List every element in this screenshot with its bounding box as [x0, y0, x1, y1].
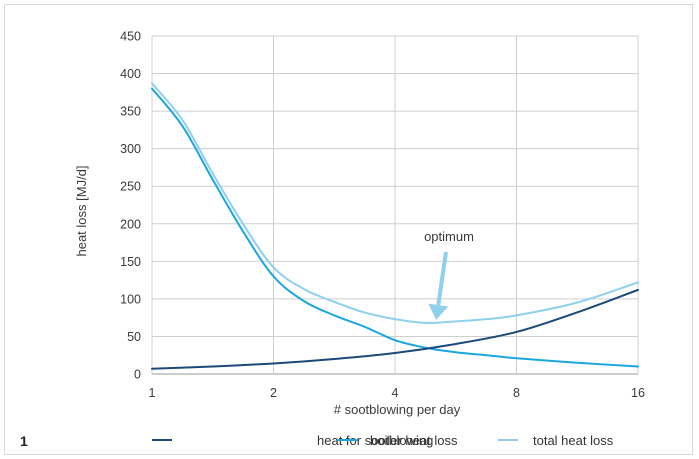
x-tick-label: 2 [270, 386, 277, 400]
x-tick-label: 1 [149, 386, 156, 400]
optimum-annotation: optimum [424, 229, 474, 320]
y-axis-label: heat loss [MJ/d] [74, 165, 89, 256]
x-tick-label: 4 [392, 386, 399, 400]
legend-label-3: total heat loss [533, 433, 614, 448]
x-tick-label: 16 [631, 386, 645, 400]
y-tick-label: 350 [120, 105, 141, 119]
grid [151, 35, 639, 375]
y-tick-label: 450 [120, 30, 141, 44]
y-tick-label: 50 [127, 330, 141, 344]
legend-label-2: boiler heat loss [370, 433, 458, 448]
y-tick-label: 400 [120, 67, 141, 81]
annotation-arrow-shaft [436, 251, 448, 306]
x-tick-labels: 1 2 4 8 16 [149, 386, 645, 400]
y-tick-label: 100 [120, 292, 141, 306]
annotation-arrow-head [428, 303, 449, 320]
annotation-label: optimum [424, 229, 474, 244]
chart-frame [4, 4, 693, 455]
x-tick-label: 8 [513, 386, 520, 400]
series-line-2 [151, 87, 639, 368]
y-tick-label: 250 [120, 180, 141, 194]
series-lines [151, 82, 639, 370]
y-tick-label: 300 [120, 142, 141, 156]
series-line-3 [151, 82, 639, 324]
y-tick-labels: 0 50 100 150 200 250 300 350 400 450 [120, 30, 141, 382]
y-tick-label: 150 [120, 255, 141, 269]
figure-number: 1 [20, 433, 28, 449]
series-line-1 [151, 288, 639, 370]
y-tick-label: 0 [134, 368, 141, 382]
legend-label-1: heat for sootblowing [317, 433, 433, 448]
y-tick-label: 200 [120, 217, 141, 231]
x-axis-label: # sootblowing per day [334, 402, 461, 417]
